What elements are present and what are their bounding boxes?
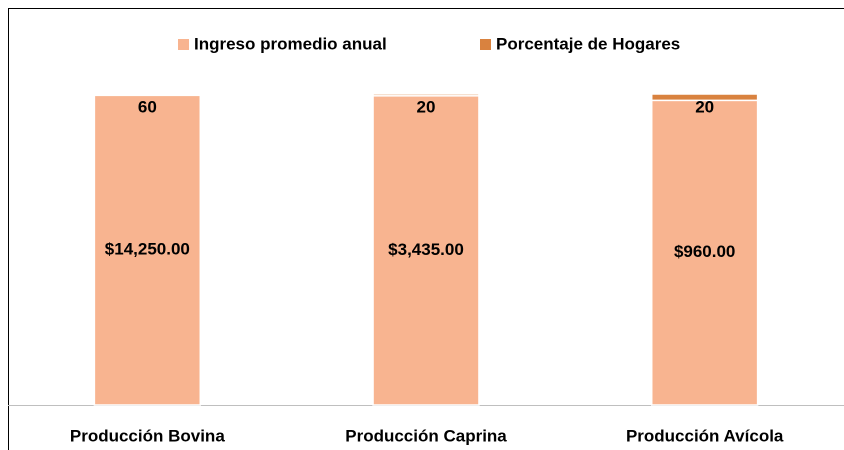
legend-label: Porcentaje de Hogares <box>496 34 680 53</box>
data-label: $960.00 <box>674 242 735 261</box>
bar-segment <box>372 93 480 97</box>
data-label: $3,435.00 <box>388 240 464 259</box>
x-tick-label: Producción Bovina <box>70 426 225 445</box>
legend-label: Ingreso promedio anual <box>194 34 387 53</box>
data-label: 20 <box>417 97 436 116</box>
bar-segment <box>650 93 759 102</box>
bar-segment <box>650 99 759 406</box>
data-label: $14,250.00 <box>105 240 190 259</box>
bar-segment <box>372 95 480 406</box>
data-label: 60 <box>138 97 157 116</box>
legend-swatch <box>480 39 491 50</box>
x-tick-label: Producción Avícola <box>626 426 784 445</box>
bar-segment <box>93 93 202 97</box>
x-tick-label: Producción Caprina <box>345 426 507 445</box>
legend-swatch <box>178 39 189 50</box>
data-label: 20 <box>695 97 714 116</box>
bar-segment <box>93 94 202 406</box>
